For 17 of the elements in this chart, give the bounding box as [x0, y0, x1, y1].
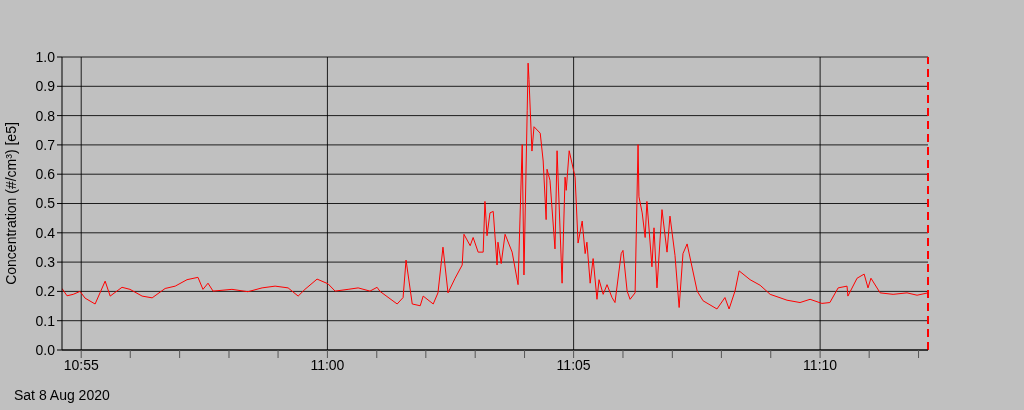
- y-axis-title: Concentration (#/cm³) [e5]: [2, 122, 19, 285]
- y-tick-label: 0.4: [35, 224, 56, 241]
- y-tick-label: 0.5: [35, 195, 56, 212]
- x-tick-label: 10:55: [63, 356, 99, 373]
- y-tick-label: 0.9: [35, 78, 56, 95]
- y-tick-label: 0.0: [35, 341, 56, 358]
- x-axis-title: Sat 8 Aug 2020: [14, 387, 110, 403]
- y-tick-label: 0.2: [35, 283, 56, 300]
- x-tick-label: 11:05: [556, 356, 591, 373]
- y-tick-label: 0.7: [35, 136, 56, 153]
- y-tick-label: 0.3: [35, 254, 56, 271]
- x-tick-label: 11:00: [310, 356, 345, 373]
- y-tick-label: 0.1: [35, 312, 56, 329]
- y-tick-label: 1.0: [35, 48, 56, 65]
- x-tick-label: 11:10: [803, 356, 838, 373]
- y-tick-label: 0.8: [35, 107, 56, 124]
- y-tick-label: 0.6: [35, 166, 56, 183]
